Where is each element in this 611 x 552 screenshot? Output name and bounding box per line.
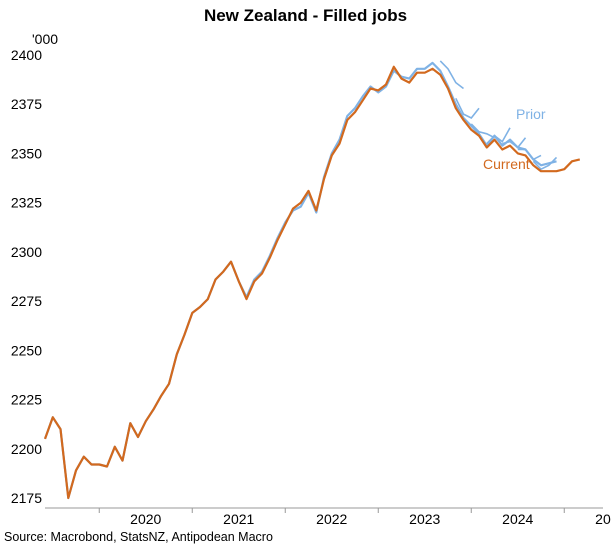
series-line-prior bbox=[43, 61, 557, 500]
series-label-prior: Prior bbox=[516, 106, 546, 122]
series-line-current bbox=[43, 65, 581, 500]
y-axis: 2175 2200 2225 2250 2275 2300 2325 2350 2375 2400 bbox=[11, 47, 42, 506]
prior-vintage-line bbox=[455, 97, 480, 120]
y-tick-label: 2350 bbox=[11, 145, 42, 161]
y-tick-label: 2375 bbox=[11, 96, 42, 112]
y-tick-label: 2250 bbox=[11, 342, 42, 358]
x-tick-label: 2024 bbox=[502, 511, 533, 527]
x-tick-label: 2022 bbox=[316, 511, 347, 527]
y-tick-label: 2200 bbox=[11, 441, 42, 457]
unit-label: '000 bbox=[32, 31, 58, 47]
x-tick-label: 2021 bbox=[223, 511, 254, 527]
series-label-current: Current bbox=[483, 156, 530, 172]
source-note: Source: Macrobond, StatsNZ, Antipodean M… bbox=[4, 530, 273, 544]
y-tick-label: 2175 bbox=[11, 490, 42, 506]
prior-vintage-line bbox=[439, 60, 464, 90]
prior-vintage-line bbox=[470, 123, 495, 139]
x-tick-label: 2023 bbox=[409, 511, 440, 527]
y-tick-label: 2225 bbox=[11, 392, 42, 408]
chart-title: New Zealand - Filled jobs bbox=[203, 6, 408, 25]
y-tick-label: 2300 bbox=[11, 244, 42, 260]
y-tick-label: 2275 bbox=[11, 293, 42, 309]
y-tick-label: 2325 bbox=[11, 195, 42, 211]
y-tick-label: 2400 bbox=[11, 47, 42, 63]
x-axis: 2020 2021 2022 2023 2024 2025 bbox=[45, 507, 611, 527]
x-tick-label: 2025 bbox=[595, 511, 611, 527]
x-tick-label: 2020 bbox=[130, 511, 161, 527]
